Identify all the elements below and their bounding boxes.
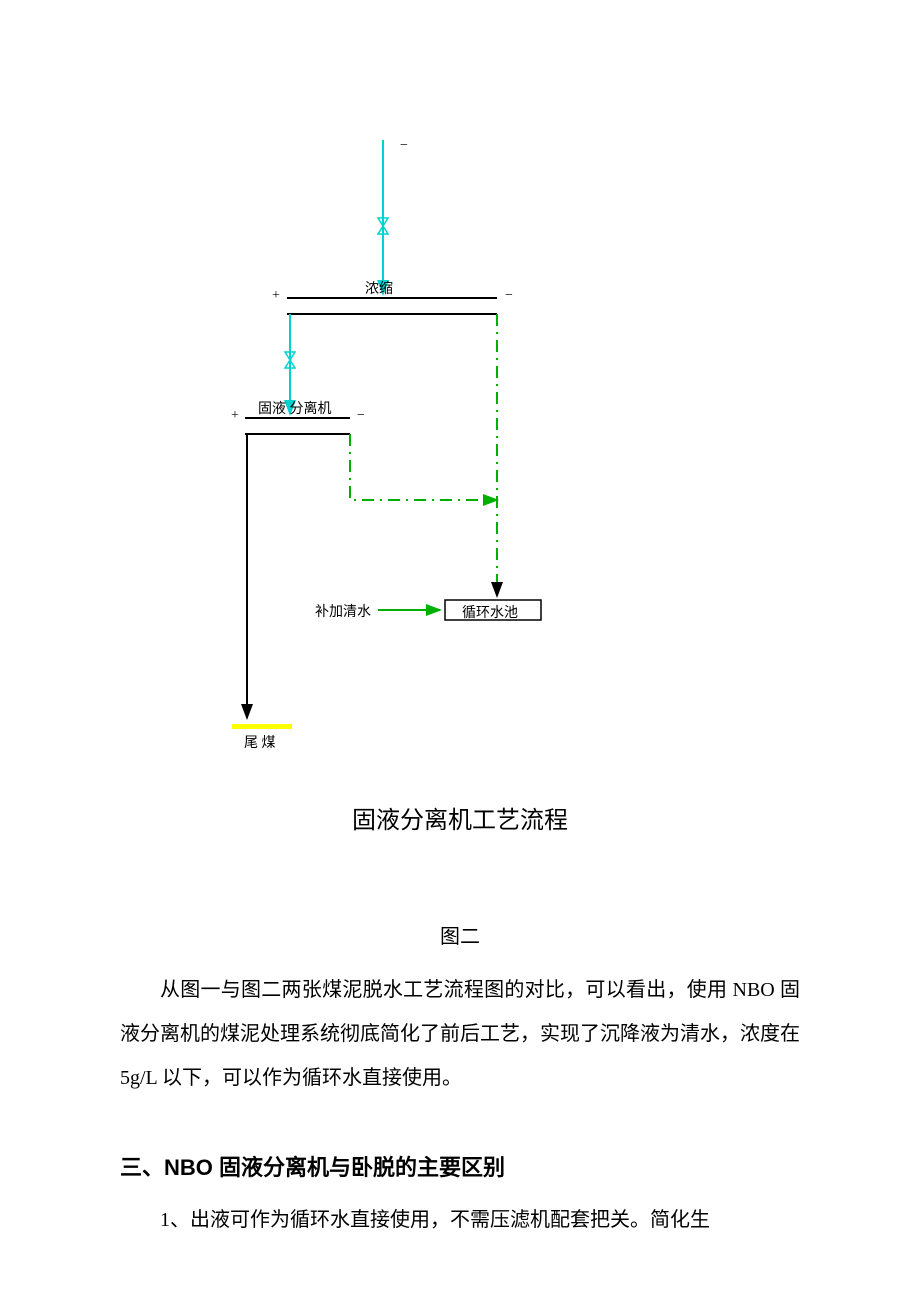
section-heading-3: 三、NBO 固液分离机与卧脱的主要区别 (120, 1150, 505, 1182)
plus-sign: + (231, 408, 239, 424)
separator-label: 固液 分离机 (258, 398, 332, 418)
plus-sign: + (272, 288, 280, 304)
makeup-water-label: 补加清水 (315, 601, 371, 621)
diagram-caption: 固液分离机工艺流程 (0, 800, 920, 835)
minus-sign: − (400, 138, 408, 154)
minus-sign: − (505, 288, 513, 304)
list-item-1: 1、出液可作为循环水直接使用，不需压滤机配套把关。简化生 (120, 1198, 800, 1242)
diagram-svg (0, 0, 920, 770)
recycle-pool-label: 循环水池 (462, 602, 518, 622)
tail-coal-label: 尾 煤 (244, 732, 276, 752)
minus-sign: − (357, 408, 365, 424)
figure-label: 图二 (0, 920, 920, 949)
concentrate-label: 浓缩 (365, 278, 393, 298)
paragraph: 从图一与图二两张煤泥脱水工艺流程图的对比，可以看出，使用 NBO 固液分离机的煤… (120, 968, 800, 1100)
tail-coal-bar (232, 724, 292, 729)
process-diagram: − 浓缩 + − 固液 分离机 + − 补加清水 循环水池 尾 煤 (0, 0, 920, 770)
